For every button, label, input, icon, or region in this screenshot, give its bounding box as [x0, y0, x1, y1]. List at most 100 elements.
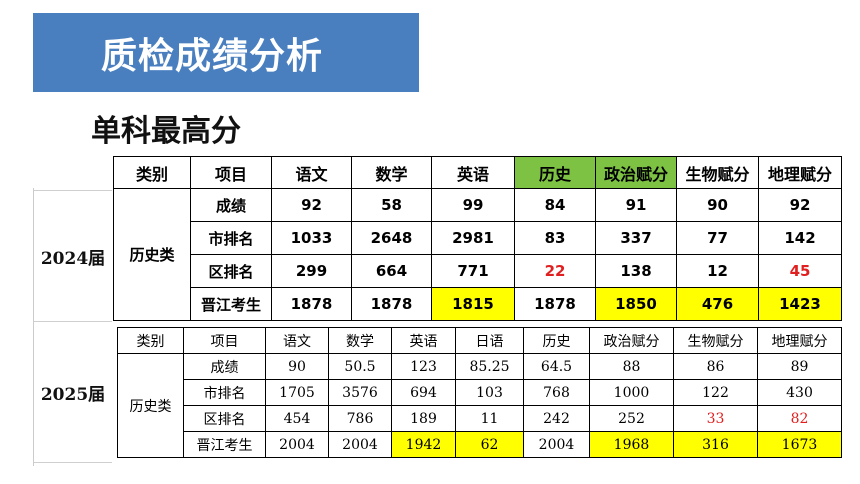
value-cell: 90	[676, 188, 759, 222]
value-cell: 694	[391, 379, 456, 406]
header-cell: 日语	[455, 327, 524, 354]
table-row: 晋江考生 1878 1878 1815 1878 1850 476 1423	[114, 287, 842, 321]
value-cell: 82	[757, 405, 842, 432]
value-cell: 2648	[351, 221, 432, 255]
value-cell: 33	[673, 405, 758, 432]
header-cell: 地理赋分	[757, 327, 842, 354]
category-cell: 历史类	[117, 353, 184, 458]
value-cell: 22	[514, 254, 596, 288]
header-cell: 历史	[514, 156, 596, 189]
value-cell: 189	[391, 405, 456, 432]
value-cell: 768	[523, 379, 590, 406]
value-cell: 103	[455, 379, 524, 406]
table-row: 历史类 成绩 90 50.5 123 85.25 64.5 88 86 89	[117, 353, 842, 458]
value-cell: 299	[271, 254, 352, 288]
header-cell: 生物赋分	[673, 327, 758, 354]
header-cell: 项目	[183, 327, 266, 354]
value-cell: 1000	[589, 379, 674, 406]
value-cell: 11	[455, 405, 524, 432]
item-cell: 区排名	[190, 254, 272, 288]
value-cell: 45	[758, 254, 842, 288]
value-cell: 252	[589, 405, 674, 432]
header-cell: 生物赋分	[676, 156, 759, 189]
header-cell: 项目	[190, 156, 272, 189]
item-cell: 市排名	[183, 379, 266, 406]
table-header-row: 类别 项目 语文 数学 英语 日语 历史 政治赋分 生物赋分 地理赋分	[117, 327, 842, 354]
score-table-2025: 类别 项目 语文 数学 英语 日语 历史 政治赋分 生物赋分 地理赋分 历史类 …	[117, 327, 842, 458]
header-cell: 类别	[117, 327, 184, 354]
header-cell: 政治赋分	[589, 327, 674, 354]
item-cell: 区排名	[183, 405, 266, 432]
year-label-2025: 2025届	[34, 322, 112, 463]
table-row: 市排名 1033 2648 2981 83 337 77 142	[114, 221, 842, 255]
value-cell: 91	[595, 188, 677, 222]
value-cell: 476	[676, 287, 759, 321]
table-header-row: 类别 项目 语文 数学 英语 历史 政治赋分 生物赋分 地理赋分	[113, 156, 842, 189]
value-cell: 1705	[265, 379, 329, 406]
page-title: 质检成绩分析	[101, 35, 324, 77]
value-cell: 58	[351, 188, 432, 222]
value-cell: 1850	[595, 287, 677, 321]
value-cell: 3576	[328, 379, 392, 406]
value-cell: 430	[757, 379, 842, 406]
value-cell: 2004	[523, 431, 590, 458]
value-cell: 2004	[328, 431, 392, 458]
header-cell: 政治赋分	[595, 156, 677, 189]
value-cell: 1878	[351, 287, 432, 321]
table-row: 市排名 1705 3576 694 103 768 1000 122 430	[118, 379, 842, 406]
value-cell: 89	[757, 353, 842, 380]
value-cell: 12	[676, 254, 759, 288]
value-cell: 664	[351, 254, 432, 288]
value-cell: 1968	[589, 431, 674, 458]
value-cell: 1878	[514, 287, 596, 321]
value-cell: 90	[265, 353, 329, 380]
header-cell: 英语	[431, 156, 515, 189]
item-cell: 晋江考生	[190, 287, 272, 321]
table-row: 晋江考生 2004 2004 1942 62 2004 1968 316 167…	[118, 431, 842, 458]
item-cell: 市排名	[190, 221, 272, 255]
score-table-2024: 类别 项目 语文 数学 英语 历史 政治赋分 生物赋分 地理赋分 历史类 成绩 …	[113, 156, 842, 321]
value-cell: 50.5	[328, 353, 392, 380]
table-row: 区排名 454 786 189 11 242 252 33 82	[118, 405, 842, 432]
item-cell: 成绩	[190, 188, 272, 222]
value-cell: 86	[673, 353, 758, 380]
value-cell: 1942	[391, 431, 456, 458]
value-cell: 99	[431, 188, 515, 222]
value-cell: 786	[328, 405, 392, 432]
header-cell: 地理赋分	[758, 156, 842, 189]
value-cell: 1673	[757, 431, 842, 458]
value-cell: 88	[589, 353, 674, 380]
value-cell: 1878	[271, 287, 352, 321]
value-cell: 454	[265, 405, 329, 432]
header-cell: 语文	[265, 327, 329, 354]
value-cell: 138	[595, 254, 677, 288]
value-cell: 85.25	[455, 353, 524, 380]
header-cell: 数学	[351, 156, 432, 189]
value-cell: 77	[676, 221, 759, 255]
year-label-2024: 2024届	[34, 190, 112, 322]
value-cell: 64.5	[523, 353, 590, 380]
header-cell: 语文	[271, 156, 352, 189]
value-cell: 2004	[265, 431, 329, 458]
value-cell: 337	[595, 221, 677, 255]
value-cell: 92	[758, 188, 842, 222]
item-cell: 晋江考生	[183, 431, 266, 458]
value-cell: 92	[271, 188, 352, 222]
category-cell: 历史类	[113, 188, 191, 321]
value-cell: 1033	[271, 221, 352, 255]
left-rule	[33, 188, 34, 466]
value-cell: 83	[514, 221, 596, 255]
value-cell: 771	[431, 254, 515, 288]
header-cell: 类别	[113, 156, 191, 189]
section-subtitle: 单科最高分	[91, 114, 241, 149]
value-cell: 62	[455, 431, 524, 458]
title-banner: 质检成绩分析	[33, 13, 419, 92]
value-cell: 142	[758, 221, 842, 255]
value-cell: 1423	[758, 287, 842, 321]
header-cell: 历史	[523, 327, 590, 354]
value-cell: 123	[391, 353, 456, 380]
value-cell: 1815	[431, 287, 515, 321]
item-cell: 成绩	[183, 353, 266, 380]
table-row: 区排名 299 664 771 22 138 12 45	[114, 254, 842, 288]
header-cell: 英语	[391, 327, 456, 354]
